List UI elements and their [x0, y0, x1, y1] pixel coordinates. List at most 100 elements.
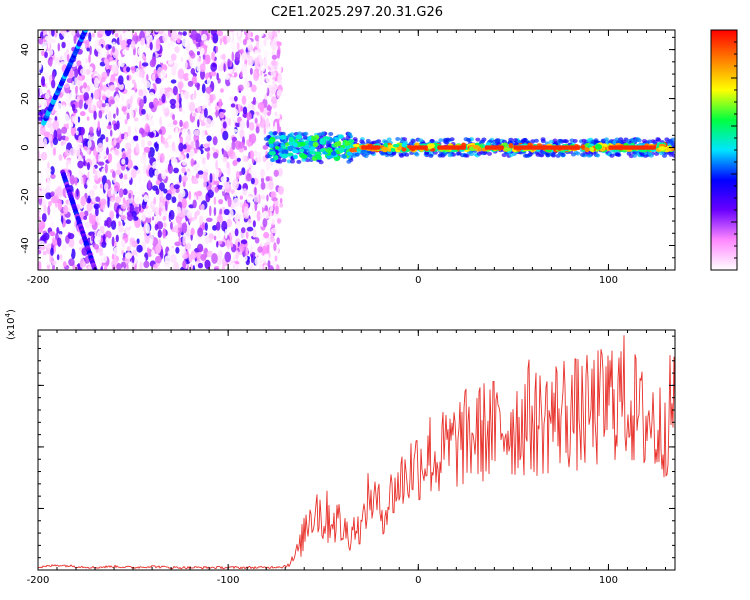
- noise-blob: [111, 45, 116, 53]
- noise-blob: [86, 202, 93, 213]
- noise-blob: [161, 169, 167, 180]
- noise-blob: [43, 232, 50, 241]
- snr-axes: -200 -100 0 100 (x104): [4, 309, 675, 586]
- band-halo: [289, 132, 295, 137]
- noise-blob: [216, 72, 219, 81]
- noise-blob: [197, 227, 204, 237]
- noise-blob: [183, 91, 190, 100]
- noise-blob: [77, 160, 84, 169]
- noise-blob: [180, 91, 184, 99]
- noise-blob: [124, 156, 129, 166]
- noise-blob: [130, 40, 136, 50]
- noise-blob: [178, 142, 184, 152]
- noise-blob: [208, 233, 215, 240]
- noise-blob: [99, 191, 104, 199]
- noise-blob: [241, 50, 248, 61]
- noise-blob: [259, 104, 264, 113]
- noise-blob: [210, 62, 218, 72]
- noise-blob: [247, 242, 252, 252]
- band-halo: [263, 136, 269, 141]
- noise-blob: [139, 184, 146, 195]
- noise-blob: [236, 42, 240, 51]
- noise-blob: [127, 213, 134, 222]
- noise-blob: [246, 159, 250, 170]
- noise-blob: [98, 251, 104, 257]
- noise-blob: [177, 212, 185, 218]
- noise-blob: [165, 143, 168, 148]
- noise-blob: [39, 86, 43, 96]
- noise-blob: [97, 50, 103, 60]
- noise-blob: [183, 73, 190, 81]
- band-halo: [533, 138, 539, 143]
- noise-blob: [222, 156, 228, 163]
- noise-blob: [93, 203, 100, 210]
- noise-blob: [257, 246, 263, 253]
- band-blob: [352, 143, 360, 148]
- noise-blob: [212, 152, 219, 159]
- noise-blob: [106, 69, 110, 77]
- noise-blob: [237, 84, 244, 92]
- noise-blob: [67, 163, 74, 171]
- noise-blob: [130, 89, 135, 95]
- noise-blob: [111, 253, 115, 260]
- noise-blob: [220, 161, 225, 166]
- noise-blob: [94, 77, 100, 89]
- noise-blob: [99, 224, 105, 234]
- noise-blob: [271, 218, 275, 226]
- noise-blob: [253, 72, 259, 82]
- noise-blob: [44, 51, 48, 59]
- noise-blob: [223, 35, 228, 45]
- noise-blob: [246, 119, 250, 129]
- noise-blob: [89, 126, 94, 134]
- noise-blob: [113, 176, 117, 184]
- noise-blob: [98, 110, 103, 119]
- noise-blob: [138, 203, 142, 212]
- noise-blob: [233, 95, 238, 102]
- noise-blob: [64, 39, 71, 49]
- scale-factor-base: (x10: [6, 317, 17, 340]
- colorbar-gradient: [711, 30, 737, 270]
- noise-blob: [213, 207, 217, 216]
- noise-blob: [237, 30, 242, 34]
- noise-blob: [141, 212, 146, 222]
- noise-blob: [173, 167, 179, 174]
- noise-blob: [70, 125, 77, 137]
- noise-blob: [277, 30, 280, 34]
- noise-blob: [62, 113, 70, 125]
- noise-blob: [104, 30, 112, 37]
- noise-blob: [162, 227, 166, 239]
- noise-blob: [51, 260, 57, 266]
- band-blob: [300, 153, 308, 159]
- noise-blob: [206, 152, 210, 160]
- noise-blob: [182, 31, 187, 37]
- noise-blob: [40, 99, 48, 109]
- band-blob: [329, 138, 335, 142]
- noise-blob: [38, 37, 44, 45]
- noise-blob: [234, 263, 241, 270]
- noise-blob: [270, 87, 276, 95]
- noise-blob: [42, 250, 47, 256]
- noise-blob: [44, 92, 50, 100]
- noise-blob: [237, 32, 242, 38]
- noise-blob: [48, 30, 50, 31]
- noise-blob: [260, 195, 266, 200]
- noise-blob: [98, 247, 103, 253]
- noise-blob: [52, 137, 59, 146]
- noise-blob: [189, 264, 194, 270]
- noise-blob: [39, 109, 47, 115]
- noise-blob: [155, 244, 162, 254]
- noise-blob: [112, 41, 116, 47]
- noise-blob: [128, 192, 132, 199]
- noise-blob: [260, 168, 265, 179]
- noise-blob: [158, 182, 165, 192]
- noise-blob: [133, 82, 137, 91]
- noise-blob: [176, 92, 180, 103]
- noise-blob: [207, 189, 214, 198]
- noise-blob: [69, 147, 76, 157]
- noise-blob: [141, 108, 146, 115]
- noise-blob: [135, 67, 140, 77]
- noise-blob: [169, 184, 175, 192]
- noise-blob: [125, 46, 130, 51]
- noise-blob: [140, 37, 146, 46]
- noise-blob: [105, 136, 109, 143]
